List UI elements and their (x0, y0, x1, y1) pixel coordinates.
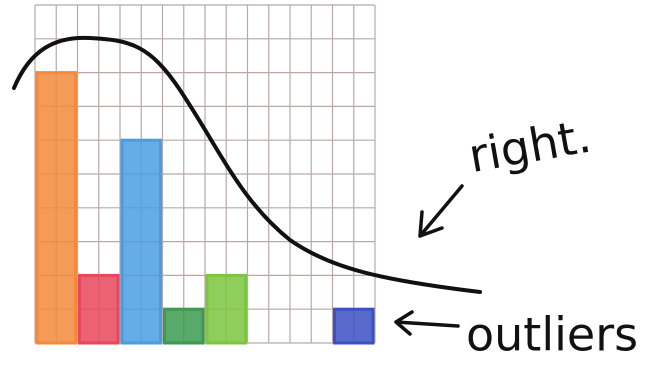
bar (163, 307, 205, 345)
annotation: outliers (466, 308, 638, 362)
arrow (394, 310, 460, 336)
bar (333, 307, 375, 345)
bar (78, 273, 120, 345)
bars (35, 71, 375, 345)
annotation: right. (465, 109, 595, 183)
arrow (418, 184, 464, 238)
bar (35, 71, 77, 345)
curve (12, 35, 482, 294)
bar (205, 273, 247, 345)
bar (120, 138, 162, 345)
